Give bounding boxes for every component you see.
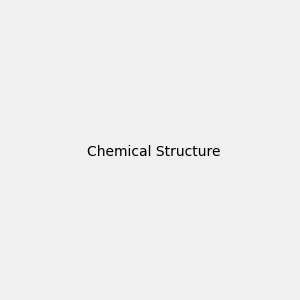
Text: Chemical Structure: Chemical Structure bbox=[87, 145, 220, 158]
